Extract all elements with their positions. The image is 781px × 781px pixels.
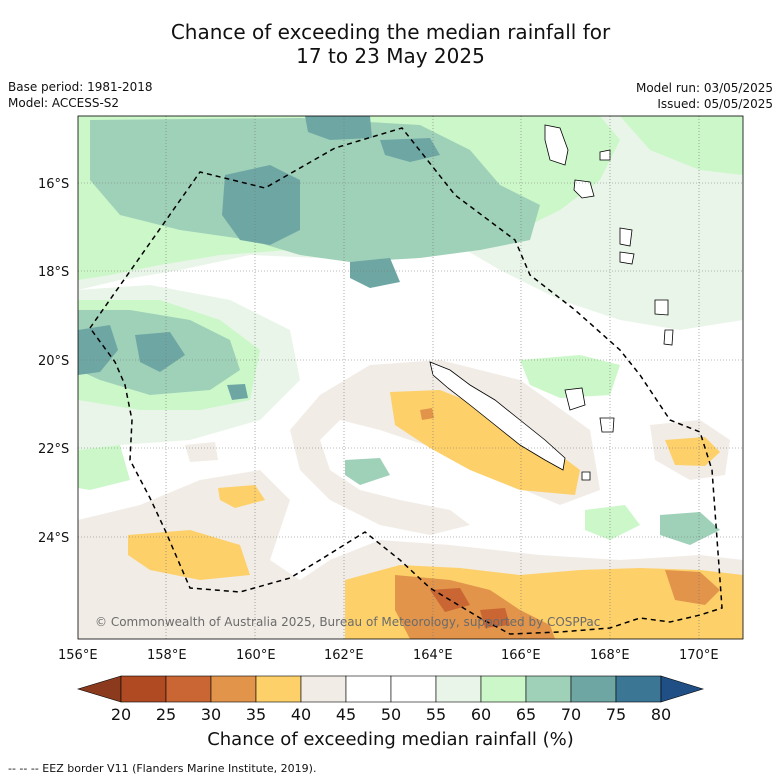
contour-70-75-west-b <box>135 332 185 372</box>
colorbar-swatch-55-60 <box>435 675 482 703</box>
colorbar-swatch-20-25 <box>120 675 167 703</box>
colorbar-swatch-75-80 <box>615 675 662 703</box>
vanuatu-island-4 <box>619 227 633 247</box>
colorbar-tick-60: 60 <box>471 705 491 724</box>
contour-40-45-small <box>185 442 218 462</box>
colorbar-swatch-30-35 <box>210 675 257 703</box>
contour-60-65-ne <box>620 116 743 175</box>
map-title-line-2: 17 to 23 May 2025 <box>296 44 485 68</box>
colorbar-swatch-35-40 <box>255 675 302 703</box>
y-tick-18S: 18°S <box>38 265 69 280</box>
model-label: Model: ACCESS-S2 <box>8 96 120 110</box>
colorbar-tick-40: 40 <box>291 705 311 724</box>
vanuatu-island-7 <box>663 329 674 346</box>
contour-70-75-north-b <box>305 116 372 140</box>
x-tick-168E: 168°E <box>590 648 630 663</box>
colorbar-tick-50: 50 <box>381 705 401 724</box>
contour-35-40-center <box>390 390 580 495</box>
x-tick-156E: 156°E <box>58 648 98 663</box>
colorbar-tick-20: 20 <box>111 705 131 724</box>
colorbar-swatch-60-65 <box>480 675 527 703</box>
colorbar-tick-35: 35 <box>246 705 266 724</box>
x-tick-164E: 164°E <box>413 648 453 663</box>
x-tick-160E: 160°E <box>236 648 276 663</box>
x-tick-170E: 170°E <box>679 648 719 663</box>
colorbar-tick-45: 45 <box>336 705 356 724</box>
contour-25-30-south-b <box>480 608 510 628</box>
graticule <box>78 116 743 639</box>
colorbar-tick-30: 30 <box>201 705 221 724</box>
colorbar-arrow-low <box>76 675 122 703</box>
copyright-text: © Commonwealth of Australia 2025, Bureau… <box>95 615 600 629</box>
model-run-label: Model run: 03/05/2025 <box>635 81 773 95</box>
x-tick-166E: 166°E <box>501 648 541 663</box>
colorbar-swatch-70-75 <box>570 675 617 703</box>
rainfall-contours <box>78 116 743 639</box>
colorbar-tick-65: 65 <box>516 705 536 724</box>
vanuatu-island-5 <box>619 251 635 265</box>
loyalty-island-1 <box>564 387 586 411</box>
colorbar-tick-75: 75 <box>606 705 626 724</box>
isle-of-pines <box>581 471 591 481</box>
eez-border <box>89 127 723 635</box>
colorbar-swatch-65-70 <box>525 675 572 703</box>
colorbar: 20 25 30 35 40 45 50 55 60 65 70 75 80 <box>76 675 705 724</box>
issued-label: Issued: 05/05/2025 <box>657 97 773 111</box>
colorbar-tick-80: 80 <box>651 705 671 724</box>
contour-65-70-small <box>345 458 390 485</box>
x-tick-162E: 162°E <box>324 648 364 663</box>
vanuatu-island-3 <box>599 149 611 161</box>
contour-60-65-se <box>585 505 640 540</box>
contour-70-75-mid <box>350 258 400 288</box>
y-tick-24S: 24°S <box>38 531 69 546</box>
y-tick-20S: 20°S <box>38 354 69 369</box>
colorbar-swatch-25-30 <box>165 675 212 703</box>
map-title-line-1: Chance of exceeding the median rainfall … <box>170 20 611 44</box>
contour-30-35-se <box>665 570 720 605</box>
vanuatu-island-2 <box>573 179 595 199</box>
contour-60-65-center <box>520 355 620 398</box>
vanuatu-espiritu-santo <box>544 124 569 166</box>
y-tick-16S: 16°S <box>38 177 69 192</box>
contour-35-40-sw <box>128 530 250 580</box>
contour-60-65-east <box>640 240 743 300</box>
new-caledonia <box>429 361 566 471</box>
contour-70-75-small <box>227 384 248 400</box>
contour-35-40-small <box>218 485 265 508</box>
colorbar-title: Chance of exceeding median rainfall (%) <box>207 729 574 750</box>
contour-70-75-west <box>78 325 118 375</box>
x-axis-labels: 156°E 158°E 160°E 162°E 164°E 166°E 168°… <box>58 648 719 663</box>
eez-footnote: -- -- -- EEZ border V11 (Flanders Marine… <box>8 762 317 775</box>
vanuatu-island-6 <box>654 299 669 316</box>
map-frame <box>77 115 744 640</box>
colorbar-swatch-50-55 <box>390 675 437 703</box>
colorbar-tick-55: 55 <box>426 705 446 724</box>
colorbar-swatch-40-45 <box>300 675 347 703</box>
contour-60-65-sw <box>78 445 130 490</box>
colorbar-arrow-high <box>660 675 705 703</box>
y-axis-labels: 16°S 18°S 20°S 22°S 24°S <box>38 177 69 546</box>
loyalty-island-2 <box>599 417 615 433</box>
colorbar-tick-70: 70 <box>561 705 581 724</box>
x-tick-158E: 158°E <box>147 648 187 663</box>
contour-30-35-small <box>420 408 434 420</box>
colorbar-tick-25: 25 <box>156 705 176 724</box>
y-tick-22S: 22°S <box>38 442 69 457</box>
contour-70-75-north <box>222 165 300 245</box>
coastlines <box>429 124 674 481</box>
contour-35-40-east <box>665 437 720 466</box>
colorbar-swatch-45-50 <box>345 675 392 703</box>
base-period-label: Base period: 1981-2018 <box>8 80 153 94</box>
